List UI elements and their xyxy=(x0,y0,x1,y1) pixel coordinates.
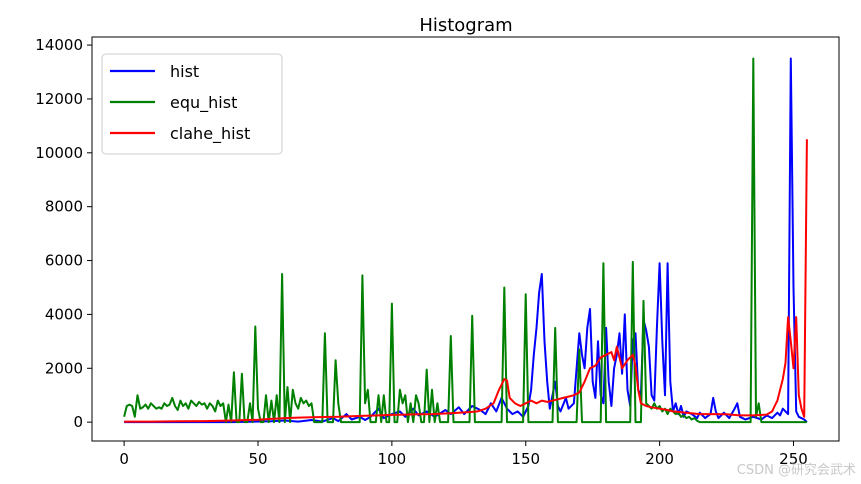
series-line-clahe-hist xyxy=(124,139,808,423)
y-tick-label: 6000 xyxy=(45,252,83,270)
x-tick-label: 200 xyxy=(645,450,674,468)
x-axis: 0 50 100 150 200 250 xyxy=(119,441,808,468)
x-tick-label: 150 xyxy=(511,450,540,468)
legend-label-hist: hist xyxy=(170,62,199,81)
chart-title: Histogram xyxy=(419,15,512,36)
watermark-text: CSDN @研究会武术 xyxy=(737,463,856,478)
y-axis: 0 2000 4000 6000 8000 10000 12000 14000 xyxy=(35,36,92,431)
x-tick-label: 100 xyxy=(378,450,407,468)
legend-box xyxy=(101,53,283,155)
x-tick-label: 50 xyxy=(248,450,267,468)
x-tick-label: 0 xyxy=(119,450,129,468)
y-tick-label: 14000 xyxy=(35,36,83,54)
y-tick-label: 2000 xyxy=(45,359,83,377)
y-tick-label: 8000 xyxy=(45,198,83,216)
plot-frame xyxy=(91,36,840,442)
legend-label-clahe-hist: clahe_hist xyxy=(170,124,250,144)
y-tick-label: 4000 xyxy=(45,305,83,323)
y-tick-label: 0 xyxy=(73,413,83,431)
legend-label-equ-hist: equ_hist xyxy=(170,93,237,113)
x-tick-label: 250 xyxy=(779,450,808,468)
y-tick-label: 10000 xyxy=(35,144,83,162)
legend: hist equ_hist clahe_hist xyxy=(101,53,283,155)
y-tick-label: 12000 xyxy=(35,90,83,108)
plot-lines xyxy=(123,57,808,424)
series-line-equ-hist xyxy=(123,57,807,424)
